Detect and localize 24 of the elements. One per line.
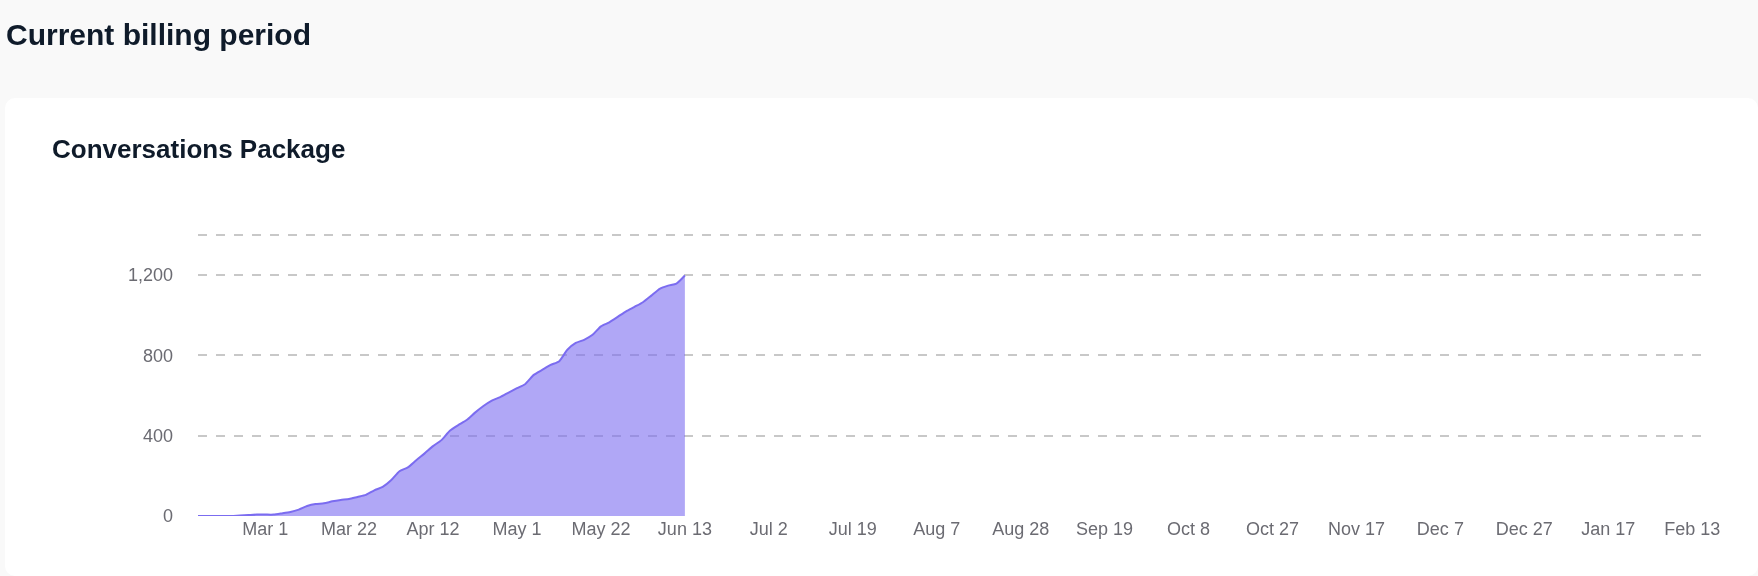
y-tick-label: 800 [142, 345, 173, 366]
x-tick-label: Jan 17 [1581, 519, 1636, 539]
y-tick-label: 1,200 [127, 265, 173, 286]
x-tick-label: Nov 17 [1327, 519, 1385, 539]
x-tick-label: Feb 13 [1664, 519, 1721, 539]
x-tick-label: Aug 7 [913, 519, 961, 539]
x-tick-label: May 1 [492, 519, 542, 539]
x-tick-label: Jul 19 [828, 519, 877, 539]
chart-title: Current billing period [5, 17, 312, 53]
x-tick-label: Apr 12 [406, 519, 460, 539]
x-tick-label: Oct 8 [1167, 519, 1211, 539]
x-tick-label: Oct 27 [1245, 519, 1300, 539]
x-tick-label: Sep 19 [1076, 519, 1134, 539]
x-tick-label: Dec 7 [1416, 519, 1464, 539]
x-tick-label: Mar 1 [242, 519, 289, 539]
x-tick-label: Aug 28 [992, 519, 1050, 539]
y-tick-label: 400 [142, 426, 173, 447]
y-tick-label: 0 [162, 506, 173, 527]
x-tick-label: Dec 27 [1495, 519, 1553, 539]
x-tick-label: Jul 2 [749, 519, 788, 539]
x-tick-label: Jun 13 [657, 519, 712, 539]
x-tick-label: Mar 22 [321, 519, 378, 539]
chart-subtitle: Conversations Package [52, 134, 346, 165]
x-tick-label: May 22 [571, 519, 631, 539]
